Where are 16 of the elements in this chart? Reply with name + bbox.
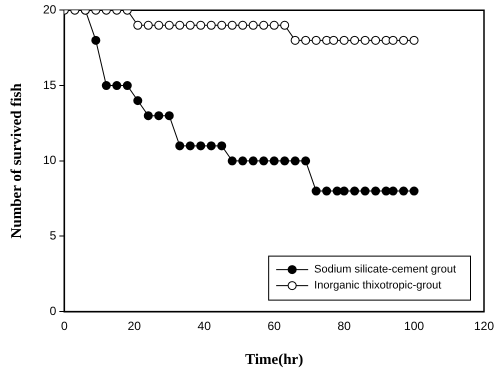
y-tick-label: 10 — [42, 153, 57, 168]
x-tick-label: 0 — [61, 319, 68, 334]
y-tick-label: 5 — [50, 228, 57, 243]
y-tick-label: 15 — [42, 78, 57, 92]
y-tick-label: 20 — [42, 2, 57, 17]
x-tick-label: 60 — [267, 319, 282, 334]
x-tick-label: 80 — [337, 319, 352, 334]
x-tick-label: 120 — [474, 319, 494, 334]
legend-label: Sodium silicate-cement grout — [314, 264, 456, 276]
x-axis-title: Time(hr) — [245, 352, 304, 368]
x-tick-label: 100 — [404, 319, 424, 334]
x-tick-label: 20 — [128, 319, 142, 334]
x-tick-label: 40 — [198, 319, 212, 334]
y-axis-title: Number of survived fish — [8, 82, 25, 238]
y-tick-label: 0 — [50, 304, 57, 318]
legend-label: Inorganic thixotropic-grout — [314, 280, 442, 292]
